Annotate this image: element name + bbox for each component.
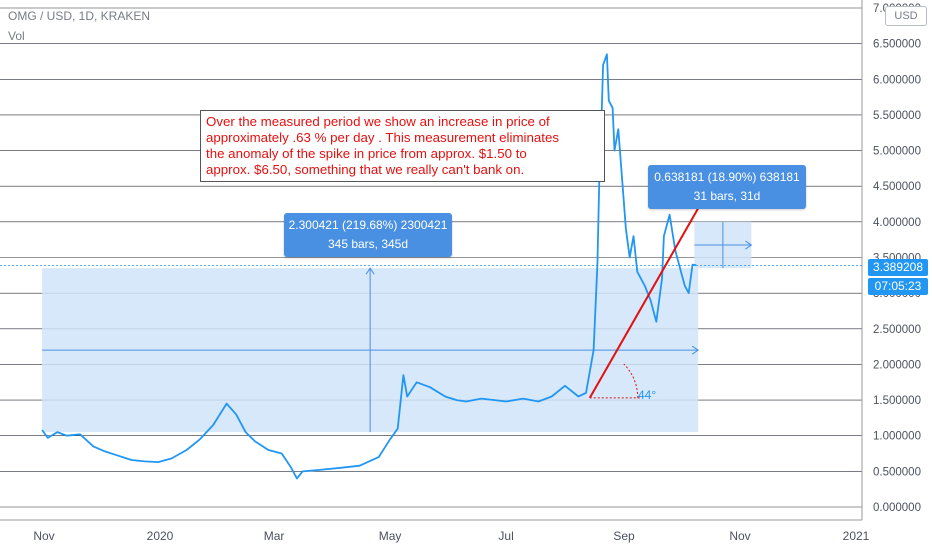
y-tick-label: 0.500000 bbox=[873, 466, 921, 478]
measure-change-text: 2.300421 (219.68%) 2300421 bbox=[288, 218, 448, 232]
measure-change-text: 0.638181 (18.90%) 638181 bbox=[654, 170, 800, 184]
x-tick-label: Mar bbox=[264, 529, 285, 543]
measure-bars-text: 345 bars, 345d bbox=[327, 237, 409, 251]
countdown-tag: 07:05:23 bbox=[868, 278, 928, 295]
x-tick-label: Sep bbox=[613, 529, 635, 543]
y-tick-label: 4.000000 bbox=[873, 217, 921, 229]
volume-label: Vol bbox=[8, 29, 25, 43]
x-tick-label: 2020 bbox=[147, 529, 174, 543]
x-tick-label: Nov bbox=[729, 529, 750, 543]
x-tick-label: 2021 bbox=[843, 529, 870, 543]
y-tick-label: 6.500000 bbox=[873, 39, 921, 51]
y-tick-label: 6.000000 bbox=[873, 74, 921, 86]
y-tick-label: 2.500000 bbox=[873, 324, 921, 336]
x-tick-label: May bbox=[379, 529, 402, 543]
measure-bars-text: 31 bars, 31d bbox=[693, 189, 761, 203]
chart-title: OMG / USD, 1D, KRAKEN bbox=[8, 9, 151, 23]
y-tick-label: 1.500000 bbox=[873, 395, 921, 407]
y-tick-label: 5.000000 bbox=[873, 146, 921, 158]
currency-button[interactable]: USD bbox=[885, 6, 927, 26]
x-tick-label: Nov bbox=[33, 529, 54, 543]
annotation-line: approximately .63 % per day . This measu… bbox=[206, 130, 560, 145]
last-price-tag: 3.389208 bbox=[868, 259, 928, 276]
annotation-line: approx. $6.50, something that we really … bbox=[206, 162, 525, 177]
arrow-head bbox=[365, 267, 375, 275]
annotation-line: Over the measured period we show an incr… bbox=[206, 114, 550, 129]
price-line[interactable] bbox=[41, 53, 697, 480]
y-tick-label: 2.000000 bbox=[873, 359, 921, 371]
arrow-head bbox=[745, 240, 753, 250]
x-tick-label: Jul bbox=[498, 529, 513, 543]
angle-label: 44° bbox=[638, 388, 657, 402]
y-tick-label: 1.000000 bbox=[873, 431, 921, 443]
annotation-line: the anomaly of the spike in price from a… bbox=[206, 146, 527, 161]
y-tick-label: 5.500000 bbox=[873, 110, 921, 122]
measure-label-small[interactable]: 0.638181 (18.90%) 638181 31 bars, 31d bbox=[648, 165, 806, 209]
measure-label-large[interactable]: 2.300421 (219.68%) 2300421 345 bars, 345… bbox=[284, 213, 452, 257]
annotation-textbox[interactable]: Over the measured period we show an incr… bbox=[200, 110, 605, 182]
y-tick-label: 0.000000 bbox=[873, 502, 921, 514]
arrow-head bbox=[691, 345, 700, 355]
y-tick-label: 4.500000 bbox=[873, 181, 921, 193]
